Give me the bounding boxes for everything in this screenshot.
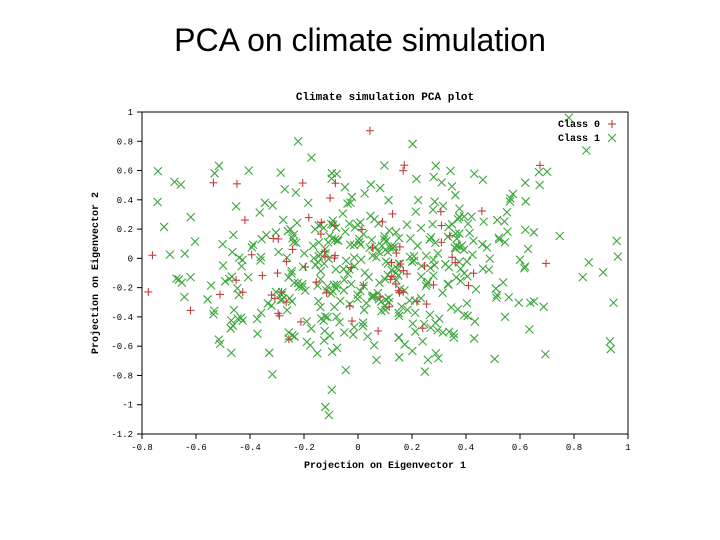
svg-text:-0.2: -0.2 — [111, 284, 133, 294]
svg-text:0.6: 0.6 — [512, 443, 528, 453]
svg-text:-0.2: -0.2 — [293, 443, 315, 453]
svg-text:-0.4: -0.4 — [111, 313, 133, 323]
svg-text:0: 0 — [355, 443, 360, 453]
slide: PCA on climate simulation Climate simula… — [0, 0, 720, 540]
svg-text:0.2: 0.2 — [404, 443, 420, 453]
svg-text:0.2: 0.2 — [117, 225, 133, 235]
svg-text:1: 1 — [128, 108, 133, 118]
svg-text:0.8: 0.8 — [566, 443, 582, 453]
svg-text:Class 0: Class 0 — [558, 119, 600, 131]
svg-text:0: 0 — [128, 254, 133, 264]
svg-text:Class 1: Class 1 — [558, 133, 600, 145]
svg-text:0.8: 0.8 — [117, 137, 133, 147]
pca-scatter-chart: Climate simulation PCA plot -0.8 -0.6 -0.4 -… — [80, 86, 640, 486]
svg-text:-1: -1 — [122, 401, 133, 411]
svg-text:-0.6: -0.6 — [111, 342, 133, 352]
svg-text:-0.8: -0.8 — [111, 371, 133, 381]
chart-title: Climate simulation PCA plot — [296, 92, 474, 104]
x-axis-label: Projection on Eigenvector 1 — [304, 460, 466, 472]
svg-text:-0.6: -0.6 — [185, 443, 207, 453]
svg-text:0.4: 0.4 — [458, 443, 474, 453]
svg-text:0.6: 0.6 — [117, 167, 133, 177]
svg-text:-1.2: -1.2 — [111, 430, 133, 440]
svg-text:-0.4: -0.4 — [239, 443, 261, 453]
chart-svg: Climate simulation PCA plot -0.8 -0.6 -0.4 -… — [80, 86, 640, 486]
y-axis-label: Projection on Eigenvector 2 — [90, 192, 102, 354]
slide-title: PCA on climate simulation — [0, 22, 720, 59]
svg-text:0.4: 0.4 — [117, 196, 133, 206]
svg-text:1: 1 — [625, 443, 630, 453]
svg-text:-0.8: -0.8 — [131, 443, 153, 453]
